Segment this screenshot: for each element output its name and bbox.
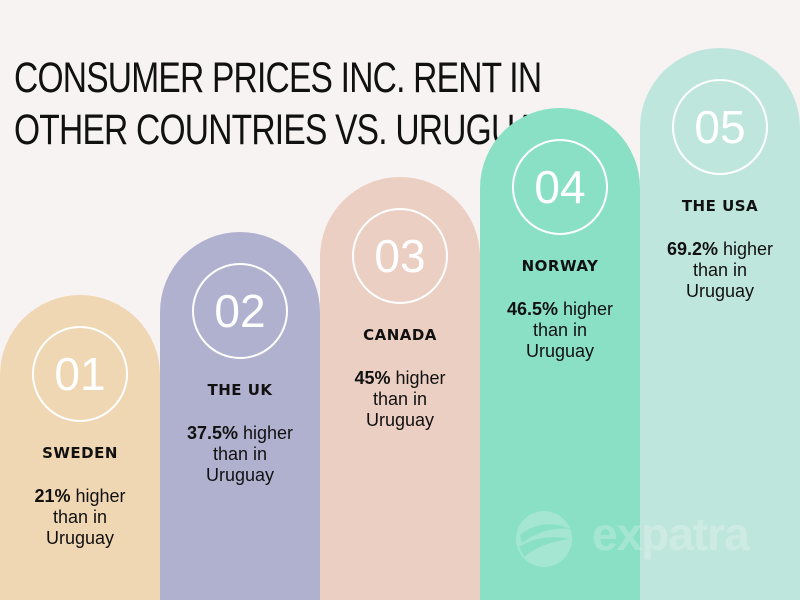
percent-suffix: higher than in Uruguay — [45, 486, 126, 548]
country-column: 05 THE USA 69.2% higher than in Uruguay — [640, 48, 800, 600]
percent-text: 21% higher than in Uruguay — [0, 486, 160, 549]
percent-suffix: higher than in Uruguay — [205, 423, 294, 485]
country-name: SWEDEN — [42, 444, 118, 462]
percent-text: 69.2% higher than in Uruguay — [640, 239, 800, 302]
percent-suffix: higher than in Uruguay — [685, 239, 774, 301]
step-number-badge: 05 — [672, 79, 768, 175]
percent-value: 21% — [34, 486, 71, 506]
title-line-2: OTHER COUNTRIES VS. URUGUAY — [14, 106, 556, 154]
page-title: CONSUMER PRICES INC. RENT IN OTHER COUNT… — [14, 52, 556, 156]
percent-value: 37.5% — [186, 423, 238, 443]
percent-text: 46.5% higher than in Uruguay — [480, 299, 640, 362]
country-name: THE UK — [207, 381, 273, 399]
percent-suffix: higher than in Uruguay — [365, 368, 446, 430]
percent-suffix: higher than in Uruguay — [525, 299, 614, 361]
country-column: 04 NORWAY 46.5% higher than in Uruguay — [480, 108, 640, 600]
title-line-1: CONSUMER PRICES INC. RENT IN — [14, 54, 542, 102]
percent-value: 69.2% — [666, 239, 718, 259]
step-number-badge: 04 — [512, 139, 608, 235]
country-name: CANADA — [363, 326, 437, 344]
expatra-watermark: expatra — [512, 503, 782, 571]
country-name: THE USA — [681, 197, 759, 215]
percent-text: 45% higher than in Uruguay — [320, 368, 480, 431]
country-column: 03 CANADA 45% higher than in Uruguay — [320, 177, 480, 600]
percent-value: 46.5% — [506, 299, 558, 319]
step-number-badge: 02 — [192, 263, 288, 359]
expatra-logo-icon — [516, 511, 572, 567]
country-column: 01 SWEDEN 21% higher than in Uruguay — [0, 295, 160, 600]
step-number-badge: 01 — [32, 326, 128, 422]
percent-text: 37.5% higher than in Uruguay — [160, 423, 320, 486]
country-column: 02 THE UK 37.5% higher than in Uruguay — [160, 232, 320, 600]
percent-value: 45% — [354, 368, 391, 388]
watermark-text: expatra — [592, 508, 750, 560]
step-number-badge: 03 — [352, 208, 448, 304]
country-name: NORWAY — [521, 257, 599, 275]
